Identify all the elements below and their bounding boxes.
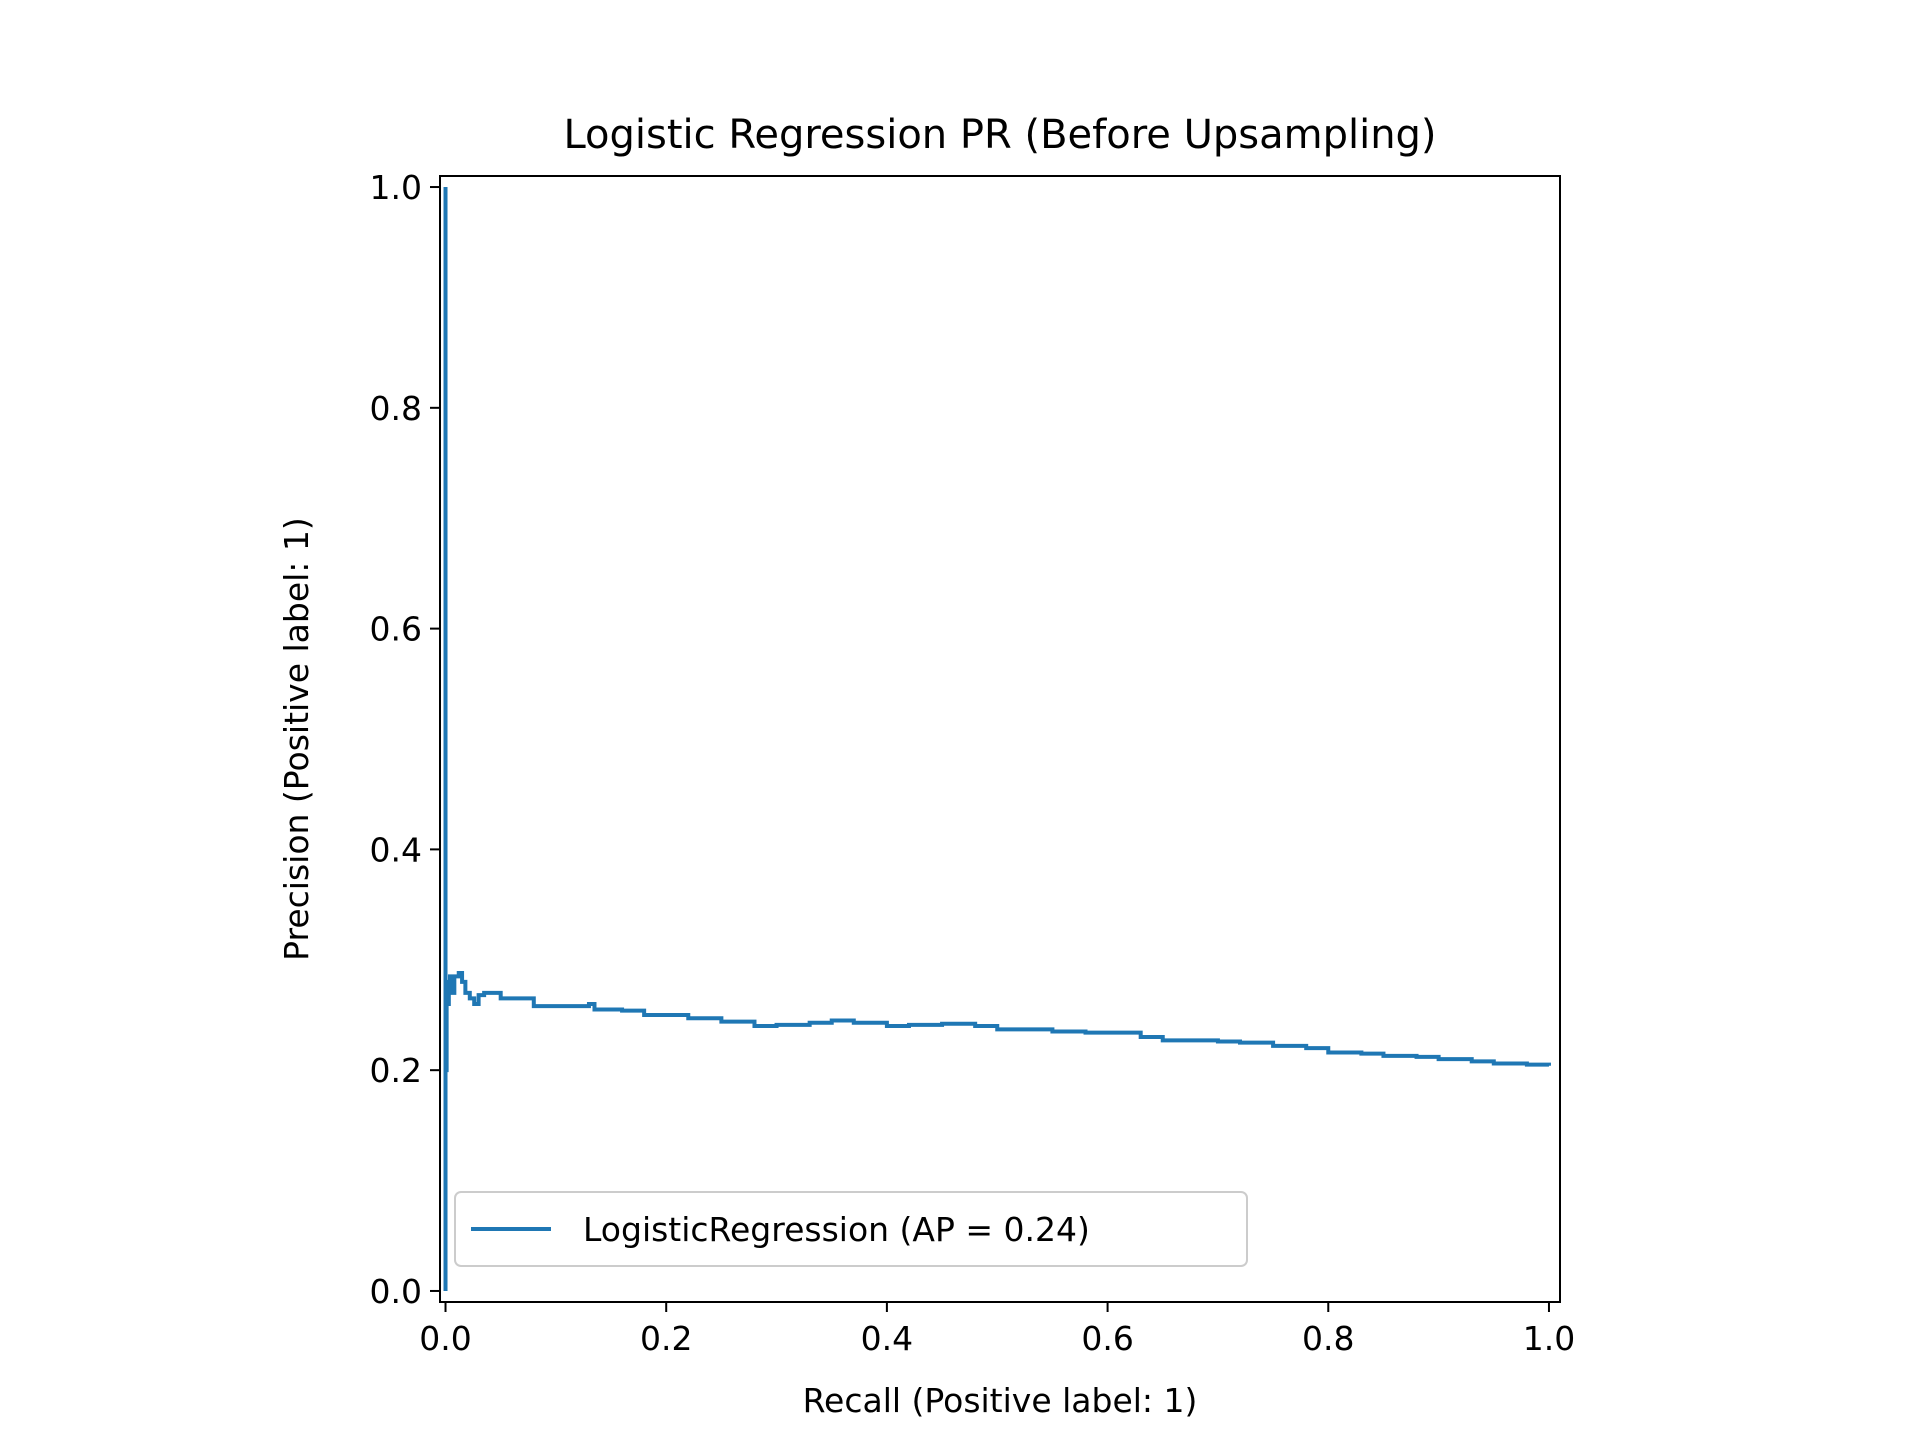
- legend: LogisticRegression (AP = 0.24): [454, 1191, 1248, 1267]
- series-line: [443, 187, 1551, 1291]
- y-axis-title: Precision (Positive label: 1): [277, 517, 316, 961]
- series-layer: [443, 187, 1551, 1291]
- x-axis-title: Recall (Positive label: 1): [803, 1381, 1198, 1420]
- plot-area-frame: [439, 175, 1561, 1303]
- x-tick-label: 0.4: [861, 1319, 913, 1358]
- y-tick-label: 0.6: [370, 610, 422, 649]
- y-tick-label: 0.0: [370, 1272, 422, 1311]
- legend-label: LogisticRegression (AP = 0.24): [583, 1210, 1090, 1249]
- x-tick-label: 0.2: [640, 1319, 692, 1358]
- y-tick-label: 0.2: [370, 1051, 422, 1090]
- y-tick-label: 1.0: [370, 168, 422, 207]
- chart-title: Logistic Regression PR (Before Upsamplin…: [563, 112, 1436, 158]
- x-tick-label: 1.0: [1523, 1319, 1575, 1358]
- y-tick-label: 0.8: [370, 389, 422, 428]
- legend-box: [454, 1191, 1248, 1267]
- y-axis-ticks: 0.0 0.2 0.4 0.6 0.8 1.0: [370, 168, 440, 1311]
- x-tick-label: 0.6: [1081, 1319, 1133, 1358]
- x-tick-label: 0.0: [419, 1319, 471, 1358]
- y-tick-label: 0.4: [370, 830, 422, 869]
- x-tick-label: 0.8: [1302, 1319, 1354, 1358]
- x-axis-ticks: 0.0 0.2 0.4 0.6 0.8 1.0: [419, 1302, 1575, 1358]
